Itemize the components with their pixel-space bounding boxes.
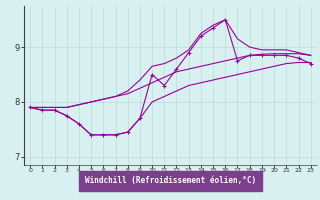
X-axis label: Windchill (Refroidissement éolien,°C): Windchill (Refroidissement éolien,°C) xyxy=(85,176,256,185)
